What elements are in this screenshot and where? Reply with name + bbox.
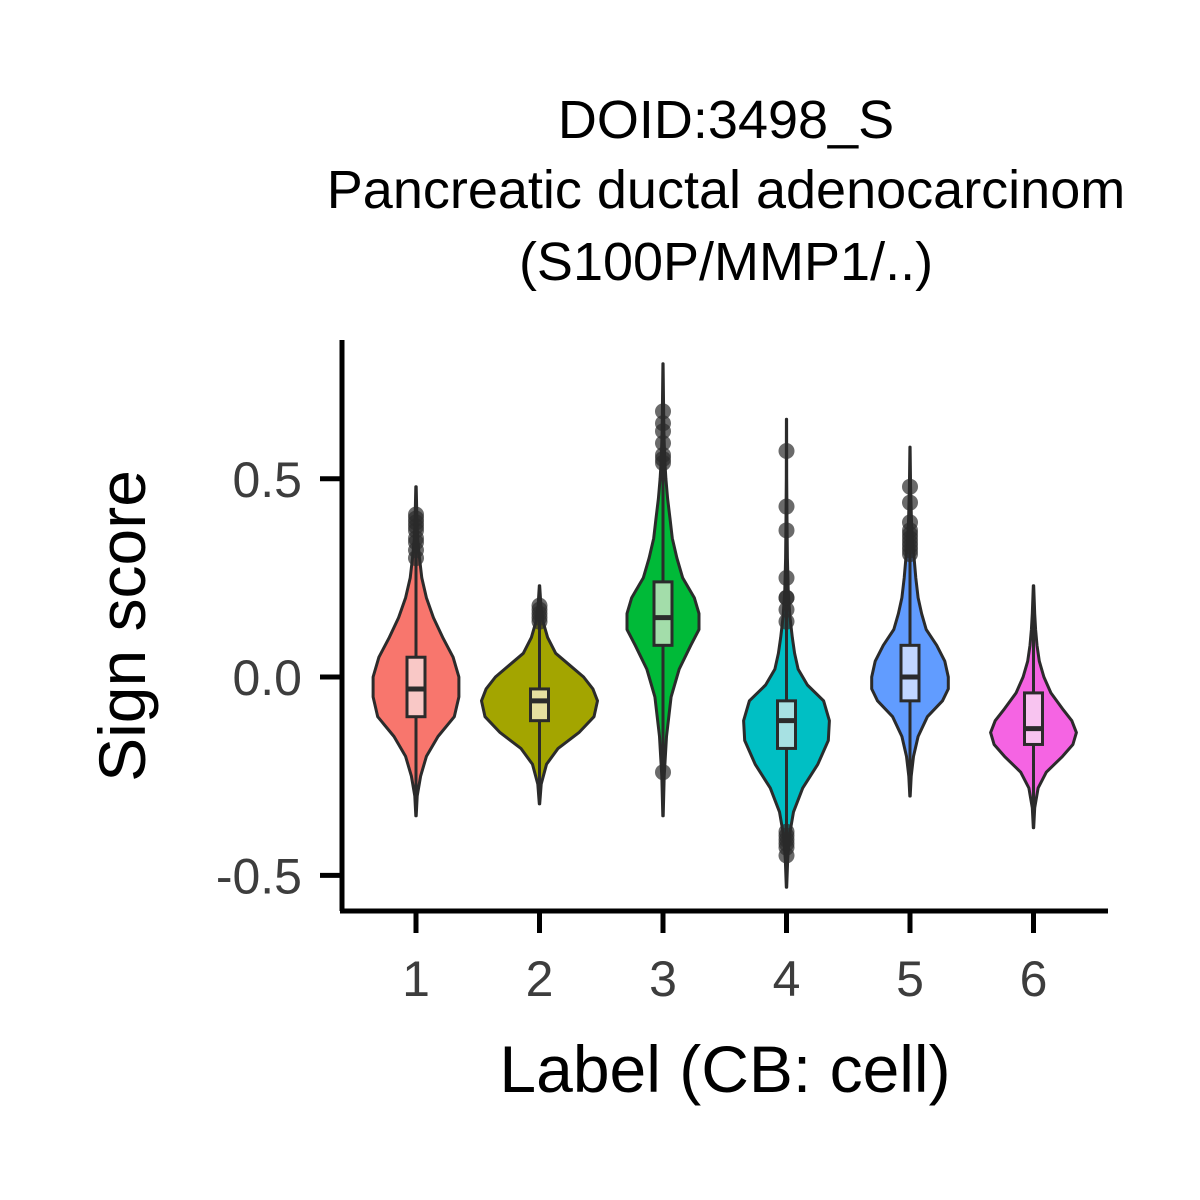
box-6	[1023, 691, 1044, 746]
outlier-point-4-11	[778, 522, 795, 539]
violin-group-6	[989, 584, 1078, 830]
chart-title-line-1: DOID:3498_S	[558, 90, 894, 150]
x-axis-ticks: 1 2 3 4 5 6	[402, 911, 1047, 1007]
y-tick-label-1: 0.0	[232, 650, 302, 706]
outlier-point-4-7	[778, 601, 795, 618]
violin-group-4	[742, 417, 831, 889]
y-tick-label-2: 0.5	[232, 452, 302, 508]
outlier-point-4-13	[778, 443, 795, 460]
outlier-point-2-4	[531, 597, 548, 614]
x-tick-label-2: 2	[526, 951, 554, 1007]
outlier-point-5-9	[902, 478, 918, 495]
outlier-point-3-6	[655, 415, 671, 432]
box-2	[529, 687, 550, 723]
outlier-point-4-5	[778, 823, 795, 840]
y-axis-ticks: -0.5 0.0 0.5	[216, 452, 342, 904]
chart-title-line-2: Pancreatic ductal adenocarcinom	[327, 160, 1125, 220]
x-tick-label-4: 4	[773, 951, 801, 1007]
x-tick-label-5: 5	[896, 951, 924, 1007]
box-5	[899, 643, 921, 703]
plot-area	[371, 362, 1078, 889]
chart-title-line-3: (S100P/MMP1/..)	[519, 232, 933, 292]
outlier-point-4-10	[778, 569, 795, 586]
outlier-point-1-8	[408, 506, 424, 523]
x-tick-label-1: 1	[402, 951, 430, 1007]
y-tick-label-0: -0.5	[216, 848, 302, 904]
box-3	[652, 580, 674, 647]
x-tick-label-6: 6	[1020, 951, 1048, 1007]
violin-group-5	[870, 445, 950, 798]
outlier-point-3-7	[655, 403, 671, 420]
box-4	[776, 699, 797, 750]
outlier-point-5-7	[902, 514, 918, 531]
violin-group-3	[625, 362, 701, 818]
violin-group-2	[480, 584, 599, 806]
outlier-point-3-0	[655, 764, 671, 781]
outlier-point-4-12	[778, 498, 795, 515]
outlier-point-3-3	[655, 446, 671, 463]
outlier-point-4-9	[778, 589, 795, 606]
x-axis-title: Label (CB: cell)	[499, 1032, 950, 1106]
outlier-point-4-6	[778, 613, 795, 630]
outlier-point-3-4	[655, 435, 671, 452]
y-axis-title: Sign score	[85, 470, 159, 782]
outlier-point-5-8	[902, 494, 918, 511]
x-tick-label-3: 3	[649, 951, 677, 1007]
violin-group-1	[371, 485, 461, 818]
